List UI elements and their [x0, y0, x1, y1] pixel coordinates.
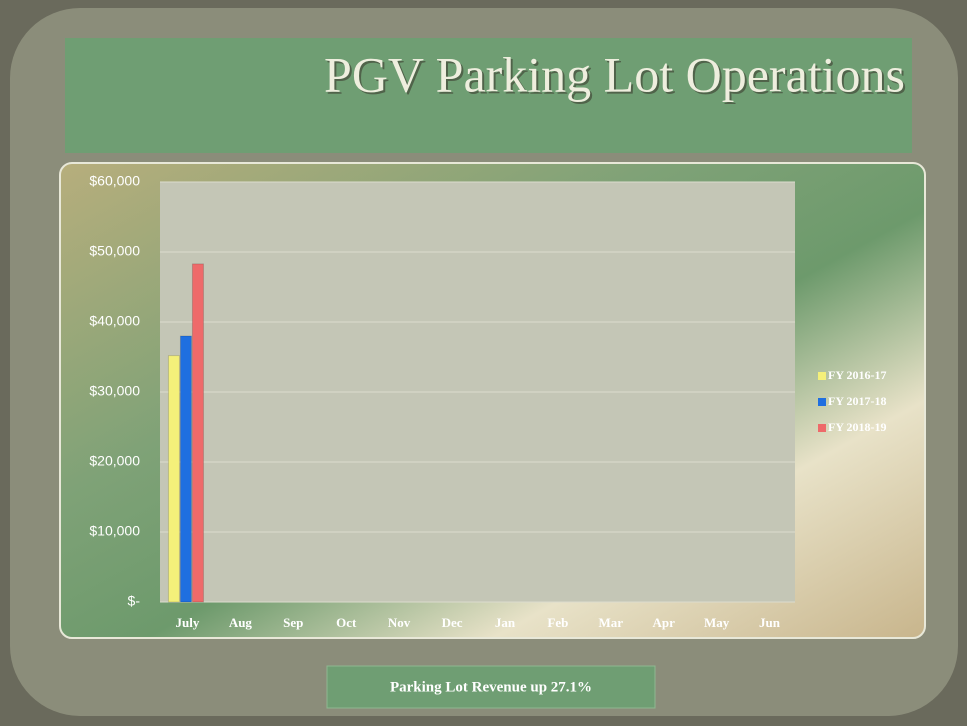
x-tick-label: Jun — [759, 615, 781, 630]
x-tick-label: Nov — [388, 615, 411, 630]
y-tick-label: $60,000 — [89, 173, 140, 189]
legend-label: FY 2017-18 — [828, 394, 887, 408]
y-tick-label: $10,000 — [89, 523, 140, 539]
x-tick-label: Feb — [547, 615, 568, 630]
x-tick-label: Apr — [653, 615, 676, 630]
bar — [167, 355, 180, 603]
bar — [191, 263, 204, 603]
x-tick-label: Jan — [495, 615, 516, 630]
x-tick-label: Aug — [229, 615, 253, 630]
chart: $- $10,000 $20,000 $30,000 $40,000 $50,000 $60… — [89, 173, 886, 630]
x-tick-label: July — [176, 615, 200, 630]
y-tick-label: $50,000 — [89, 243, 140, 259]
legend-swatch — [818, 424, 826, 432]
legend-swatch — [818, 372, 826, 380]
y-tick-label: $40,000 — [89, 313, 140, 329]
caption: Parking Lot Revenue up 27.1% — [390, 679, 592, 695]
chart-title: PGV Parking Lot Operations — [324, 46, 905, 102]
title-shadow: PGV Parking Lot Operations — [326, 48, 907, 104]
bar — [179, 335, 192, 603]
legend-label: FY 2016-17 — [828, 368, 887, 382]
x-tick-label: Dec — [442, 615, 463, 630]
x-tick-label: Mar — [599, 615, 624, 630]
x-tick-label: May — [704, 615, 730, 630]
title-box — [65, 38, 912, 153]
x-tick-label: Oct — [336, 615, 357, 630]
y-tick-label: $20,000 — [89, 453, 140, 469]
legend-label: FY 2018-19 — [828, 420, 887, 434]
x-tick-label: Sep — [283, 615, 303, 630]
caption-box — [326, 665, 656, 709]
y-tick-label: $30,000 — [89, 383, 140, 399]
y-tick-label: $- — [128, 593, 141, 609]
legend-swatch — [818, 398, 826, 406]
